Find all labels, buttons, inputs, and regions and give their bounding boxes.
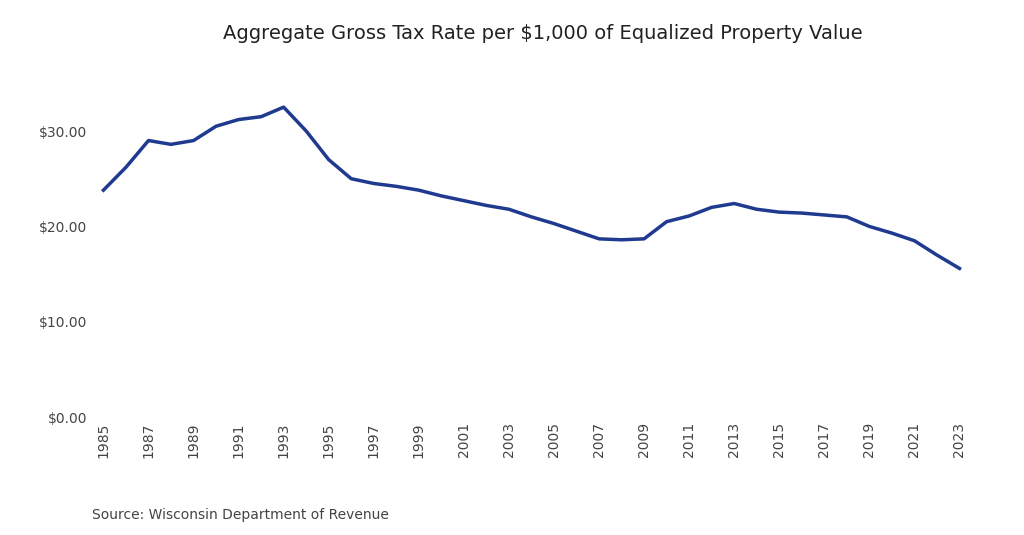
Text: Source: Wisconsin Department of Revenue: Source: Wisconsin Department of Revenue (92, 508, 389, 522)
Title: Aggregate Gross Tax Rate per $1,000 of Equalized Property Value: Aggregate Gross Tax Rate per $1,000 of E… (223, 24, 862, 43)
